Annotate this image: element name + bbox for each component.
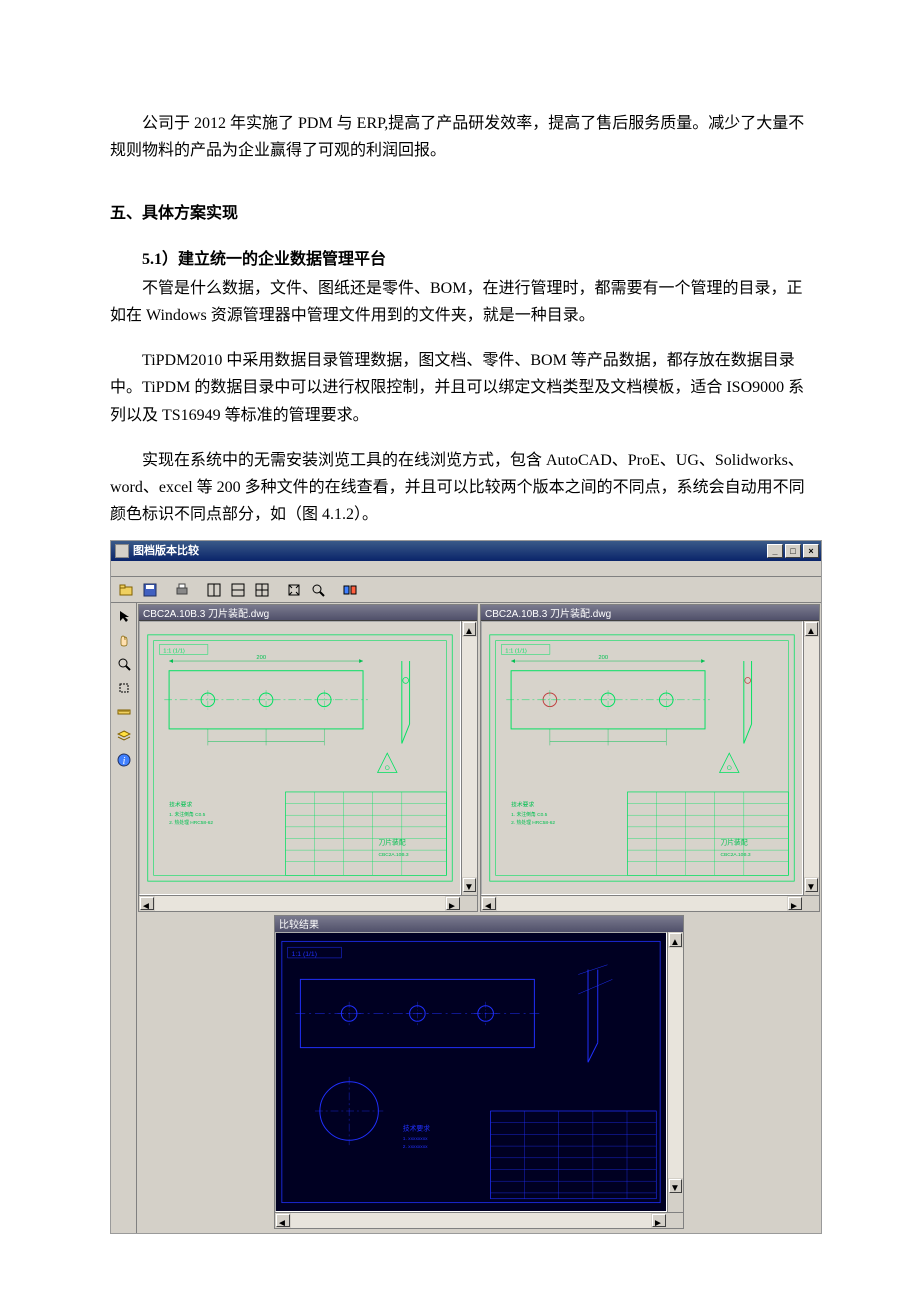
paragraph-5-1-c: 实现在系统中的无需安装浏览工具的在线浏览方式，包含 AutoCAD、ProE、U… (110, 447, 810, 529)
diff-pane-title: 比较结果 (275, 916, 683, 932)
svg-text:技术要求: 技术要求 (169, 801, 192, 809)
right-pane-title: CBC2A.10B.3 刀片装配.dwg (481, 605, 819, 621)
close-button[interactable]: × (803, 544, 819, 558)
section-heading-5: 五、具体方案实现 (110, 200, 810, 227)
paragraph-intro: 公司于 2012 年实施了 PDM 与 ERP,提高了产品研发效率，提高了售后服… (110, 110, 810, 164)
left-drawing-pane: CBC2A.10B.3 刀片装配.dwg 1:1 (1/1) 200 技术要求 1. … (138, 604, 478, 912)
window-title: 图档版本比较 (133, 542, 767, 561)
svg-text:200: 200 (256, 655, 266, 661)
toolbar-layout3-icon[interactable] (251, 579, 273, 601)
toolbar-fit-icon[interactable] (283, 579, 305, 601)
side-zoom-icon[interactable] (113, 653, 135, 675)
diff-canvas[interactable]: 1:1 (1/1) 技术要求 1. xxxxxxxx2. xxxxxxxx (275, 932, 667, 1212)
paragraph-5-1-b: TiPDM2010 中采用数据目录管理数据，图文档、零件、BOM 等产品数据，都… (110, 347, 810, 429)
toolbar-layout2-icon[interactable] (227, 579, 249, 601)
svg-text:刀片装配: 刀片装配 (379, 838, 406, 847)
diff-result-pane: 比较结果 1:1 (1/1) 技术要求 1. xxxxxxxx2. xxxxxxxx… (274, 915, 684, 1229)
minimize-button[interactable]: _ (767, 544, 783, 558)
right-drawing-canvas[interactable]: 1:1 (1/1) 200 技术要求 1. 未注倒角 C0.52. 热处理 HRC58… (481, 621, 803, 895)
side-arrow-icon[interactable] (113, 605, 135, 627)
left-drawing-canvas[interactable]: 1:1 (1/1) 200 技术要求 1. 未注倒角 C0.52. 热处理 HRC58… (139, 621, 461, 895)
svg-text:1. 未注倒角 C0.5: 1. 未注倒角 C0.5 (169, 811, 206, 818)
svg-text:刀片装配: 刀片装配 (721, 838, 748, 847)
svg-text:1. 未注倒角 C0.5: 1. 未注倒角 C0.5 (511, 811, 548, 818)
app-icon (115, 544, 129, 558)
toolbar-zoom-icon[interactable] (307, 579, 329, 601)
toolbar-save-icon[interactable] (139, 579, 161, 601)
side-toolbar: i (111, 603, 137, 1233)
diff-vscrollbar[interactable]: ▲ ▼ (667, 932, 683, 1212)
svg-text:1:1 (1/1): 1:1 (1/1) (505, 649, 527, 655)
maximize-button[interactable]: □ (785, 544, 801, 558)
right-hscrollbar[interactable]: ◄ ► (481, 895, 819, 911)
svg-text:CBC2A.10B.3: CBC2A.10B.3 (379, 852, 409, 858)
right-vscrollbar[interactable]: ▲ ▼ (803, 621, 819, 895)
svg-text:2. 热处理 HRC58-62: 2. 热处理 HRC58-62 (511, 819, 555, 826)
right-drawing-pane: CBC2A.10B.3 刀片装配.dwg 1:1 (1/1) 200 技术要求 1. … (480, 604, 820, 912)
side-pickbox-icon[interactable] (113, 677, 135, 699)
paragraph-5-1-a: 不管是什么数据，文件、图纸还是零件、BOM，在进行管理时，都需要有一个管理的目录… (110, 275, 810, 329)
left-vscrollbar[interactable]: ▲ ▼ (461, 621, 477, 895)
svg-text:技术要求: 技术要求 (511, 801, 534, 809)
svg-text:i: i (123, 756, 126, 767)
toolbar-print-icon[interactable] (171, 579, 193, 601)
svg-text:1. xxxxxxxx: 1. xxxxxxxx (403, 1137, 428, 1143)
svg-text:2. 热处理 HRC58-62: 2. 热处理 HRC58-62 (169, 819, 213, 826)
app-window: 图档版本比较 _ □ × i (110, 540, 822, 1234)
left-pane-title: CBC2A.10B.3 刀片装配.dwg (139, 605, 477, 621)
svg-text:技术要求: 技术要求 (403, 1124, 430, 1133)
side-info-icon[interactable]: i (113, 749, 135, 771)
toolbar-open-icon[interactable] (115, 579, 137, 601)
left-hscrollbar[interactable]: ◄ ► (139, 895, 477, 911)
svg-text:1:1 (1/1): 1:1 (1/1) (292, 951, 317, 958)
toolbar-layout1-icon[interactable] (203, 579, 225, 601)
menubar[interactable] (111, 561, 821, 577)
side-measure-icon[interactable] (113, 701, 135, 723)
svg-text:1:1 (1/1): 1:1 (1/1) (163, 649, 185, 655)
svg-text:2. xxxxxxxx: 2. xxxxxxxx (403, 1144, 428, 1150)
titlebar[interactable]: 图档版本比较 _ □ × (111, 541, 821, 561)
svg-text:CBC2A.10B.3: CBC2A.10B.3 (721, 852, 751, 858)
side-hand-icon[interactable] (113, 629, 135, 651)
svg-text:200: 200 (598, 655, 608, 661)
toolbar (111, 577, 821, 603)
toolbar-compare-icon[interactable] (339, 579, 361, 601)
side-layer-icon[interactable] (113, 725, 135, 747)
subheading-5-1: 5.1）建立统一的企业数据管理平台 (110, 246, 810, 273)
diff-hscrollbar[interactable]: ◄ ► (275, 1212, 683, 1228)
